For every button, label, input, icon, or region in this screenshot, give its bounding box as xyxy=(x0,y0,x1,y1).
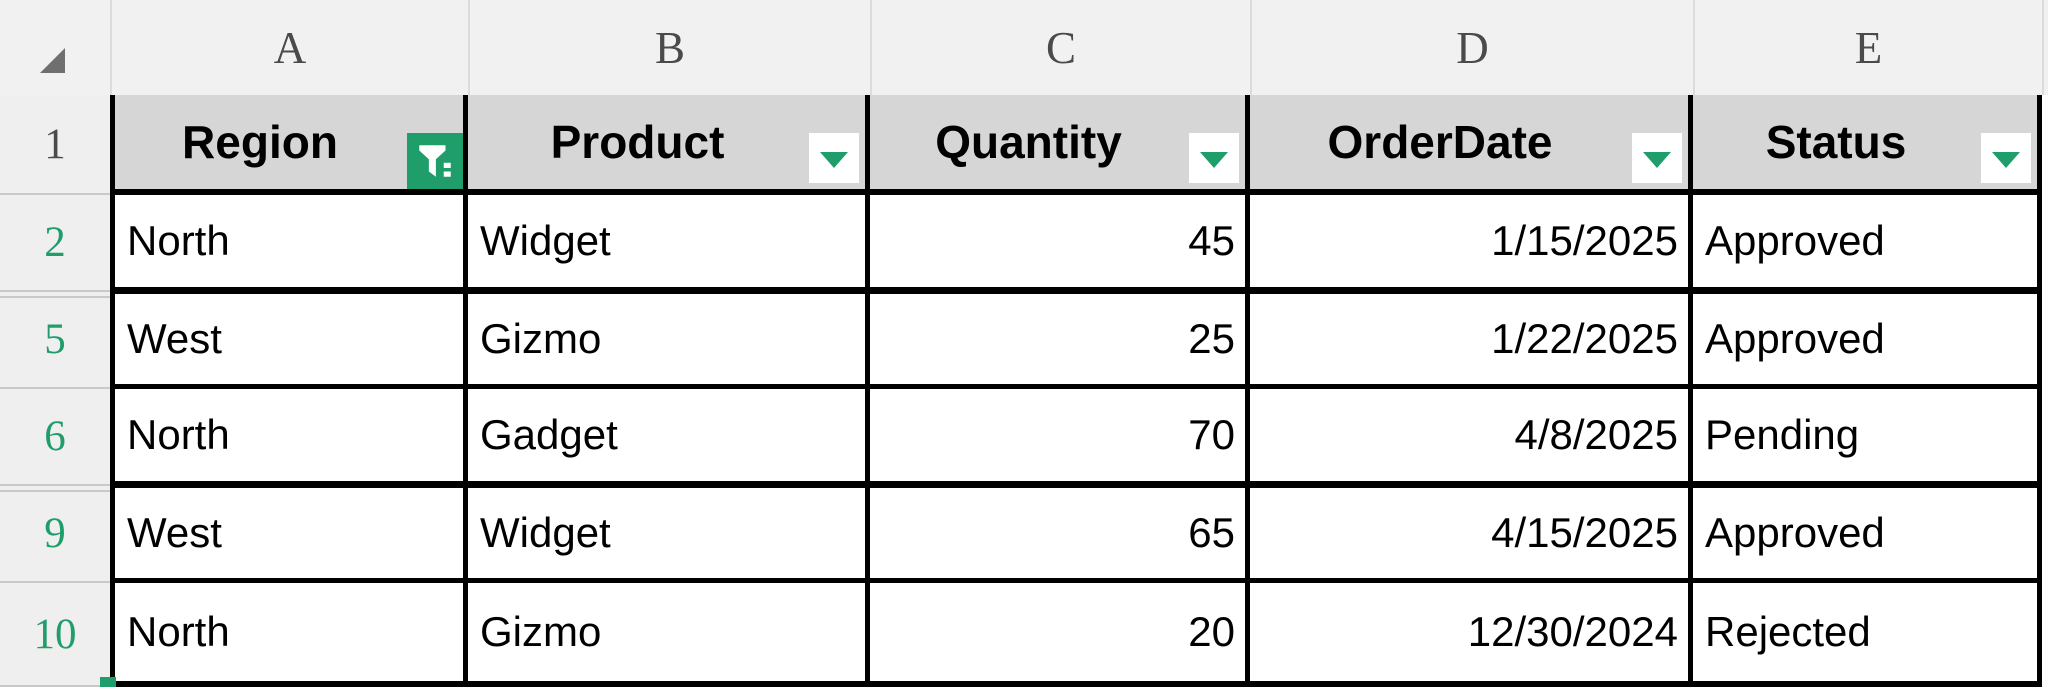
column-header-d[interactable]: D xyxy=(1250,0,1693,95)
row-header-1[interactable]: 1 xyxy=(0,95,110,195)
column-header-f-sliver xyxy=(2042,0,2048,95)
header-cell-region[interactable]: Region xyxy=(110,95,468,195)
cell-c2-quantity[interactable]: 45 xyxy=(870,195,1250,292)
filter-range-end-marker xyxy=(100,677,116,687)
cell-a10-region[interactable]: North xyxy=(110,583,468,687)
dropdown-arrow-icon xyxy=(1992,152,2020,168)
cell-b9-product[interactable]: Widget xyxy=(468,486,870,583)
header-cell-product[interactable]: Product xyxy=(468,95,870,195)
select-all-corner[interactable] xyxy=(0,0,110,95)
dropdown-arrow-icon xyxy=(1200,152,1228,168)
row-header-5[interactable]: 5 xyxy=(0,292,110,389)
cell-d10-orderdate[interactable]: 12/30/2024 xyxy=(1250,583,1693,687)
row-sliver xyxy=(2042,389,2048,486)
row-sliver xyxy=(2042,195,2048,292)
row-sliver xyxy=(2042,292,2048,389)
row-sliver xyxy=(2042,583,2048,687)
cell-c9-quantity[interactable]: 65 xyxy=(870,486,1250,583)
cell-a2-region[interactable]: North xyxy=(110,195,468,292)
cell-d9-orderdate[interactable]: 4/15/2025 xyxy=(1250,486,1693,583)
column-header-c[interactable]: C xyxy=(870,0,1250,95)
column-header-b[interactable]: B xyxy=(468,0,870,95)
cell-b5-product[interactable]: Gizmo xyxy=(468,292,870,389)
header-label-product: Product xyxy=(550,116,725,168)
dropdown-arrow-icon xyxy=(820,152,848,168)
cell-e9-status[interactable]: Approved xyxy=(1693,486,2042,583)
column-header-a[interactable]: A xyxy=(110,0,468,95)
header-label-status: Status xyxy=(1765,116,1907,168)
header-label-region: Region xyxy=(182,116,338,168)
header-cell-status[interactable]: Status xyxy=(1693,95,2042,195)
row-header-2[interactable]: 2 xyxy=(0,195,110,292)
header-cell-quantity[interactable]: Quantity xyxy=(870,95,1250,195)
cell-e10-status[interactable]: Rejected xyxy=(1693,583,2042,687)
cell-e6-status[interactable]: Pending xyxy=(1693,389,2042,486)
cell-c10-quantity[interactable]: 20 xyxy=(870,583,1250,687)
header-label-orderdate: OrderDate xyxy=(1327,116,1553,168)
header-label-quantity: Quantity xyxy=(935,116,1122,168)
row-header-6[interactable]: 6 xyxy=(0,389,110,486)
header-cell-orderdate[interactable]: OrderDate xyxy=(1250,95,1693,195)
row-header-10[interactable]: 10 xyxy=(0,583,110,687)
cell-e2-status[interactable]: Approved xyxy=(1693,195,2042,292)
cell-a9-region[interactable]: West xyxy=(110,486,468,583)
cell-a6-region[interactable]: North xyxy=(110,389,468,486)
cell-b2-product[interactable]: Widget xyxy=(468,195,870,292)
cell-b6-product[interactable]: Gadget xyxy=(468,389,870,486)
filter-button-product[interactable] xyxy=(809,133,859,183)
cell-c6-quantity[interactable]: 70 xyxy=(870,389,1250,486)
filter-button-orderdate[interactable] xyxy=(1632,133,1682,183)
column-header-e[interactable]: E xyxy=(1693,0,2042,95)
cell-c5-quantity[interactable]: 25 xyxy=(870,292,1250,389)
filter-button-status[interactable] xyxy=(1981,133,2031,183)
filter-button-quantity[interactable] xyxy=(1189,133,1239,183)
funnel-filtered-icon xyxy=(419,145,451,177)
cell-a5-region[interactable]: West xyxy=(110,292,468,389)
cell-d2-orderdate[interactable]: 1/15/2025 xyxy=(1250,195,1693,292)
select-all-triangle-icon xyxy=(40,48,65,73)
cell-e5-status[interactable]: Approved xyxy=(1693,292,2042,389)
row-sliver xyxy=(2042,486,2048,583)
cell-d5-orderdate[interactable]: 1/22/2025 xyxy=(1250,292,1693,389)
cell-b10-product[interactable]: Gizmo xyxy=(468,583,870,687)
filter-button-region[interactable] xyxy=(407,133,463,189)
cell-d6-orderdate[interactable]: 4/8/2025 xyxy=(1250,389,1693,486)
header-row-sliver xyxy=(2042,95,2048,195)
dropdown-arrow-icon xyxy=(1643,152,1671,168)
row-header-9[interactable]: 9 xyxy=(0,486,110,583)
